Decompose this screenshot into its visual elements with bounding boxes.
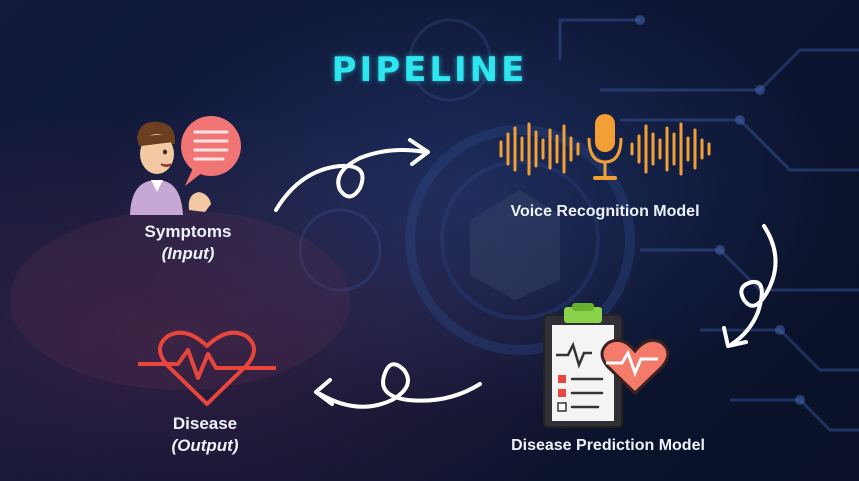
clipboard-heart-icon — [543, 303, 670, 428]
symptoms-label: Symptoms (Input) — [118, 221, 258, 265]
disease-prediction-label: Disease Prediction Model — [511, 437, 705, 454]
heartbeat-icon — [138, 330, 276, 406]
disease-label: Disease (Output) — [140, 413, 270, 457]
arrow-symptoms-to-voice — [274, 138, 430, 212]
person-speaking-icon — [130, 116, 241, 215]
symptoms-subtitle: (Input) — [161, 244, 215, 263]
disease-title: Disease — [172, 414, 238, 433]
symptoms-title: Symptoms — [144, 222, 232, 241]
arrow-voice-to-prediction — [722, 224, 778, 348]
disease-subtitle: (Output) — [171, 436, 239, 455]
microphone-waveform-icon — [499, 114, 711, 180]
voice-recognition-label: Voice Recognition Model — [510, 203, 700, 220]
arrow-prediction-to-disease — [314, 362, 482, 409]
page-title: PIPELINE — [331, 50, 528, 90]
